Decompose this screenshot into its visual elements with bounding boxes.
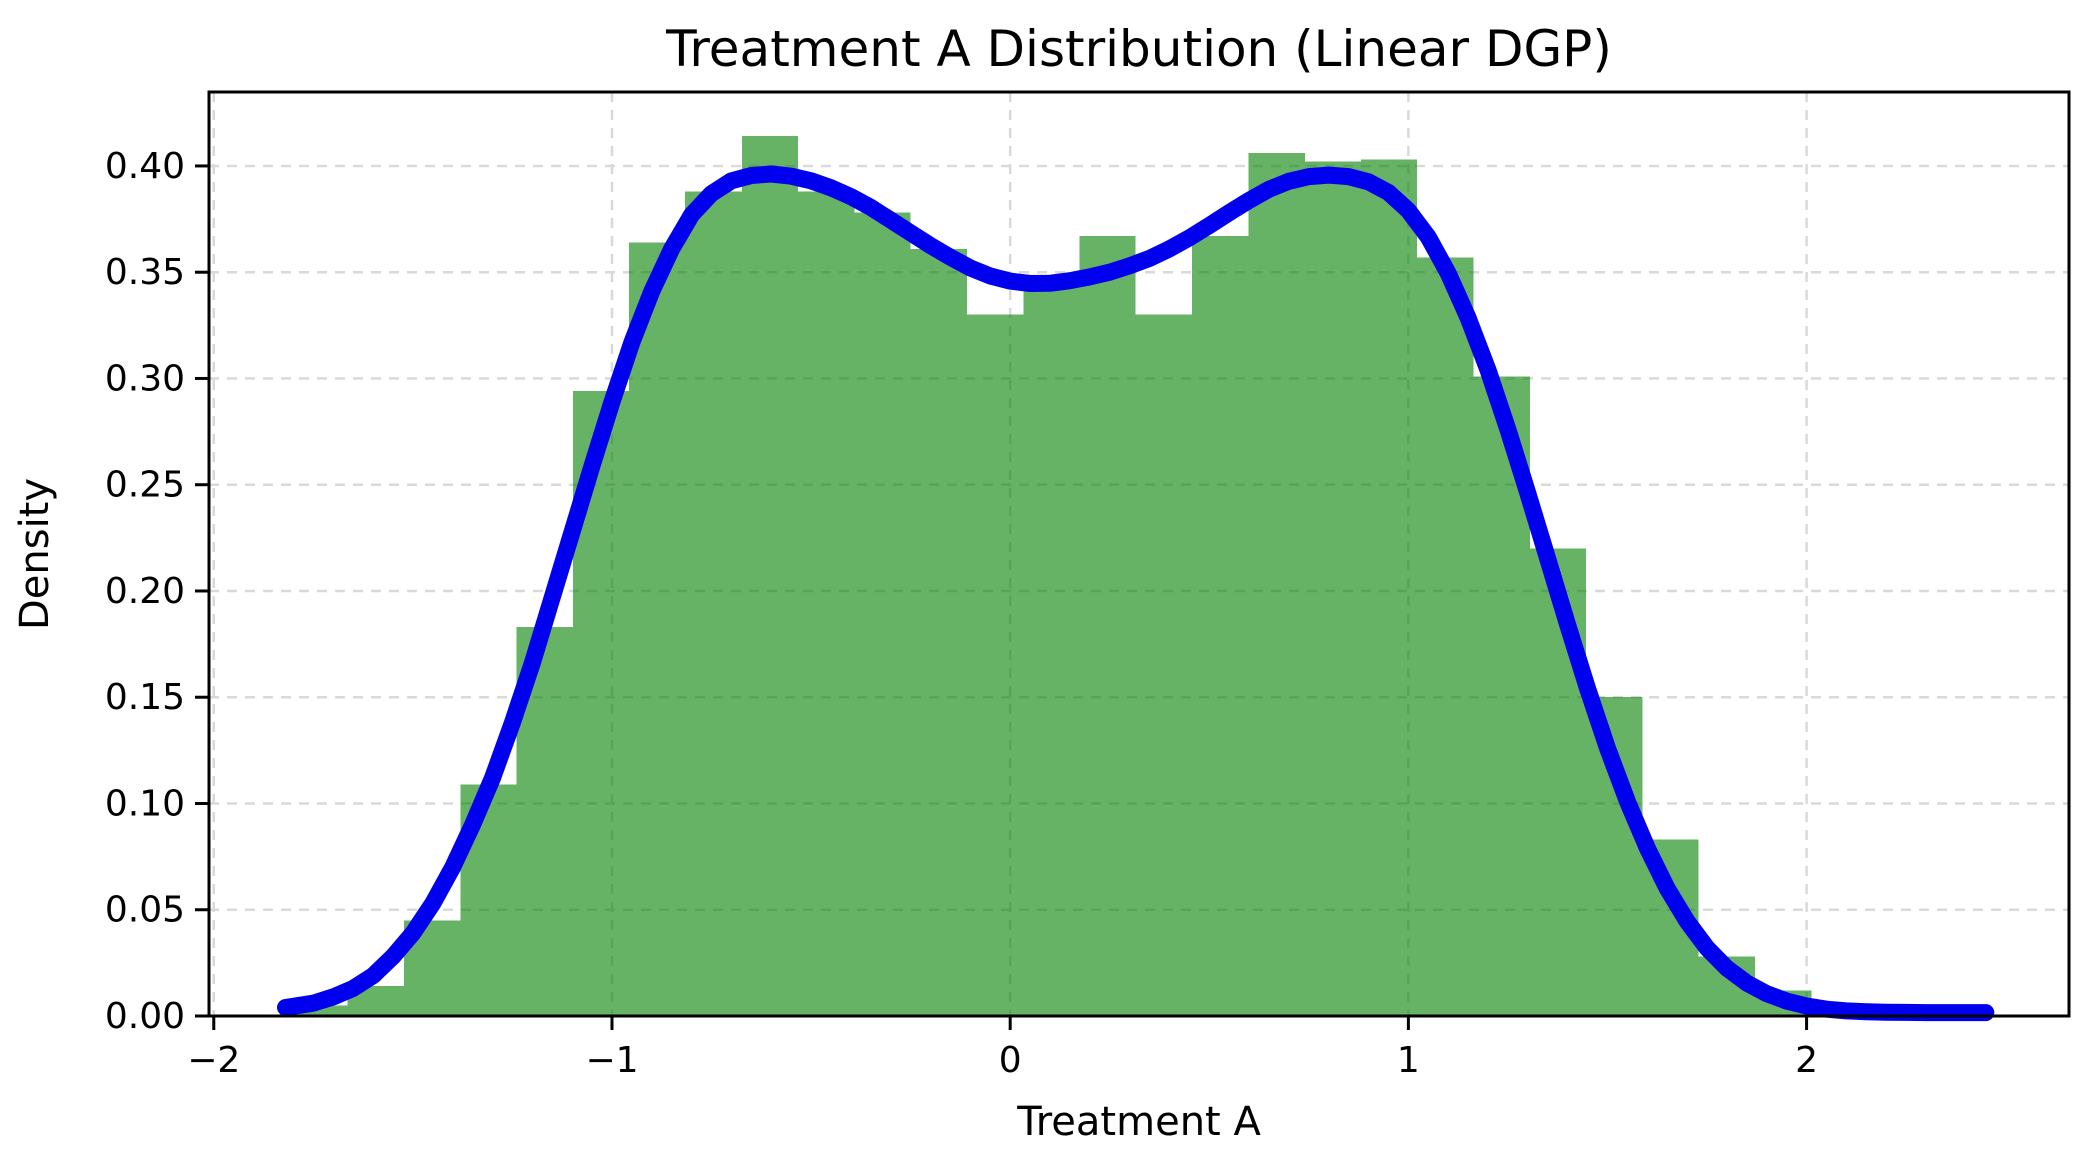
y-tick-label: 0.05 <box>105 890 185 931</box>
kde-curve <box>277 165 1995 1022</box>
histogram-bar <box>910 248 967 1016</box>
histogram-bar <box>629 242 686 1017</box>
y-tick-label: 0.35 <box>105 252 185 293</box>
histogram-bar <box>685 191 742 1016</box>
histogram-bar <box>966 314 1024 1017</box>
histogram-bar <box>854 212 911 1016</box>
histogram-bar <box>1360 159 1418 1016</box>
histogram-bar <box>1135 314 1193 1017</box>
y-tick-label: 0.40 <box>105 146 185 187</box>
x-tick-label: −2 <box>187 1040 240 1081</box>
histogram-bar <box>1023 284 1080 1016</box>
histogram-bar <box>1192 236 1249 1017</box>
histogram-bar <box>1304 161 1361 1017</box>
histogram-bar <box>1079 236 1136 1017</box>
x-tick-label: 0 <box>999 1040 1022 1081</box>
y-tick-label: 0.20 <box>105 571 185 612</box>
histogram-bars <box>291 136 1868 1017</box>
histogram-bar <box>1417 257 1474 1016</box>
histogram-bar <box>797 191 855 1016</box>
x-tick-label: 2 <box>1795 1040 1818 1081</box>
x-tick-label: 1 <box>1397 1040 1420 1081</box>
tick-layer: −2 −1 0 1 2 0.00 0.05 0.10 0.15 0.20 0.25 0.30 0.35 0… <box>105 146 1818 1081</box>
y-tick-label: 0.15 <box>105 677 185 718</box>
axes-spines <box>207 90 2071 1018</box>
kde-layer <box>277 165 1995 1022</box>
y-tick-label: 0.00 <box>105 996 185 1037</box>
y-axis-label: Density <box>12 478 58 630</box>
chart-title: Treatment A Distribution (Linear DGP) <box>665 20 1612 78</box>
histogram-bar <box>741 136 798 1016</box>
y-tick-label: 0.25 <box>105 465 185 506</box>
histogram-bar <box>291 1005 348 1016</box>
x-axis-label: Treatment A <box>1016 1099 1261 1145</box>
x-tick-label: −1 <box>585 1040 638 1081</box>
plot-border <box>207 90 2071 1018</box>
y-tick-label: 0.30 <box>105 358 185 399</box>
y-tick-label: 0.10 <box>105 783 185 824</box>
histogram-bar <box>1248 153 1305 1016</box>
